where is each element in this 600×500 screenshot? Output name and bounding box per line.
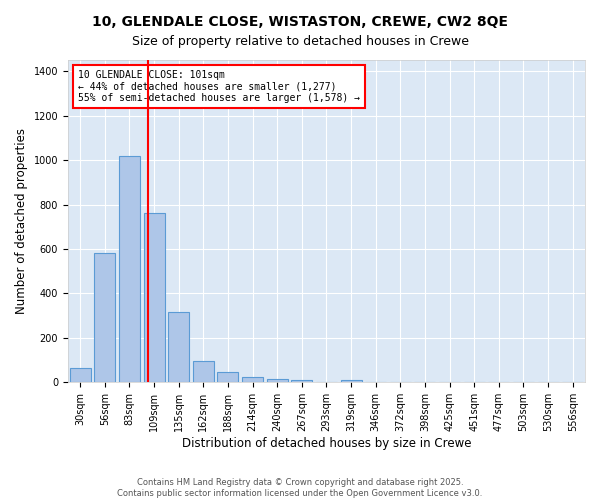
Bar (94, 254, 115, 382)
Bar (193, 361, 214, 382)
Bar (341, 380, 362, 382)
Bar (119, 156, 140, 382)
Text: 10 GLENDALE CLOSE: 101sqm
← 44% of detached houses are smaller (1,277)
55% of se: 10 GLENDALE CLOSE: 101sqm ← 44% of detac… (78, 70, 360, 103)
Bar (267, 379, 287, 382)
Text: Contains HM Land Registry data © Crown copyright and database right 2025.
Contai: Contains HM Land Registry data © Crown c… (118, 478, 482, 498)
X-axis label: Distribution of detached houses by size in Crewe: Distribution of detached houses by size … (182, 437, 471, 450)
Bar (292, 380, 312, 382)
Bar (217, 372, 238, 382)
Bar (70, 368, 91, 382)
Text: 10, GLENDALE CLOSE, WISTASTON, CREWE, CW2 8QE: 10, GLENDALE CLOSE, WISTASTON, CREWE, CW… (92, 15, 508, 29)
Bar (242, 378, 263, 382)
Bar (143, 214, 164, 382)
Text: Size of property relative to detached houses in Crewe: Size of property relative to detached ho… (131, 35, 469, 48)
Y-axis label: Number of detached properties: Number of detached properties (15, 128, 28, 314)
Bar (168, 312, 189, 382)
